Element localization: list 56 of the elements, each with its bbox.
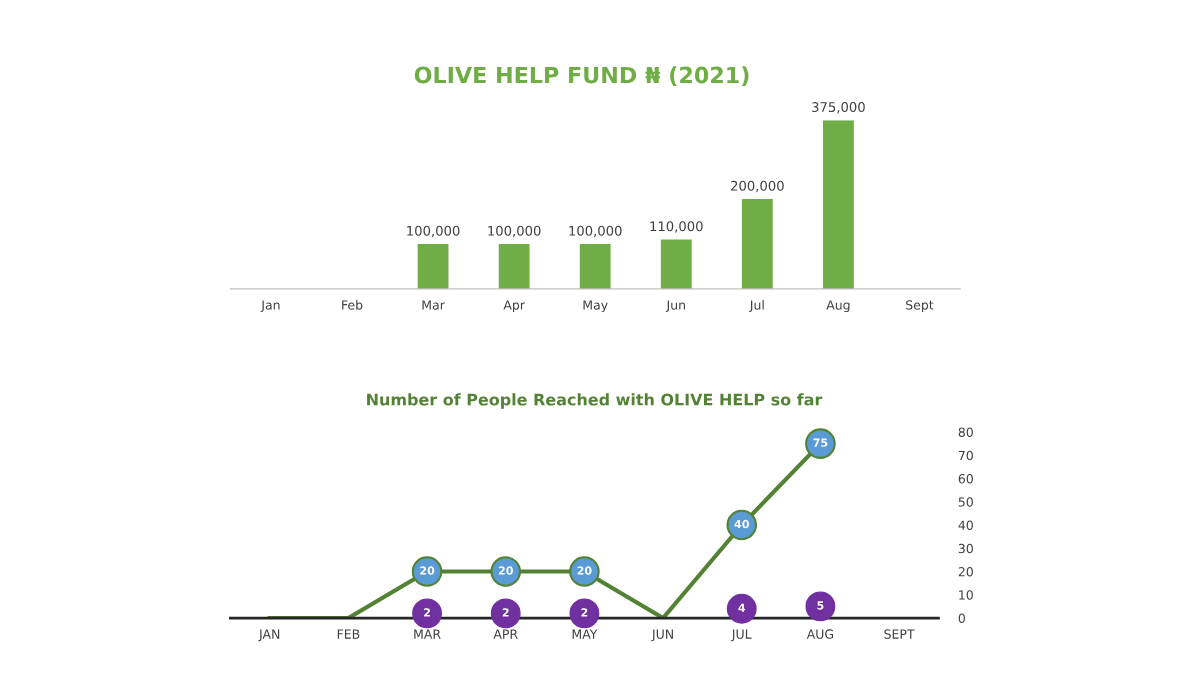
bar bbox=[823, 120, 854, 289]
data-label: 110,000 bbox=[650, 221, 703, 233]
x-tick-label: Jul bbox=[749, 300, 764, 313]
data-label: 5 bbox=[817, 601, 824, 610]
bar bbox=[417, 243, 449, 289]
point bbox=[569, 598, 600, 629]
x-tick-label: May bbox=[583, 300, 608, 313]
data-label: 200,000 bbox=[731, 180, 784, 193]
data-label: 2 bbox=[424, 608, 430, 617]
bar bbox=[660, 239, 692, 289]
data-label: 100,000 bbox=[488, 225, 541, 238]
x-tick-label: MAY bbox=[572, 629, 598, 639]
data-label: 375,000 bbox=[812, 102, 865, 114]
x-tick-label: Aug bbox=[826, 300, 850, 313]
x-tick-label: AUG bbox=[806, 629, 834, 639]
point bbox=[490, 598, 521, 629]
data-label: 40 bbox=[734, 519, 749, 529]
x-tick-label: FEB bbox=[337, 629, 360, 639]
x-tick-label: Sept bbox=[906, 300, 934, 313]
y-tick-label: 10 bbox=[959, 590, 973, 600]
y-tick-label: 30 bbox=[958, 543, 973, 554]
chart-title: OLIVE HELP FUND ₦ (2021) bbox=[414, 66, 749, 87]
chart-title: Number of People Reached with OLIVE HELP so far bbox=[367, 393, 823, 409]
data-label: 2 bbox=[581, 608, 588, 617]
x-tick-label: Feb bbox=[342, 300, 363, 310]
data-label: 20 bbox=[420, 566, 435, 575]
data-label: 100,000 bbox=[407, 225, 460, 238]
y-tick-label: 20 bbox=[958, 566, 973, 577]
x-tick-label: JUN bbox=[651, 629, 673, 642]
x-tick-label: Jun bbox=[665, 300, 685, 313]
x-tick-label: Apr bbox=[503, 300, 525, 313]
point bbox=[412, 598, 442, 629]
data-label: 20 bbox=[577, 566, 592, 575]
y-tick-label: 0 bbox=[958, 613, 965, 623]
bar bbox=[741, 198, 773, 289]
data-label: 100,000 bbox=[569, 225, 622, 238]
y-tick-label: 70 bbox=[958, 450, 973, 461]
y-tick-label: 40 bbox=[958, 520, 973, 530]
data-label: 2 bbox=[502, 608, 509, 617]
bar bbox=[498, 243, 530, 289]
bar bbox=[579, 243, 611, 289]
point bbox=[726, 593, 757, 624]
data-label: 4 bbox=[738, 603, 746, 612]
x-tick-label: Jan bbox=[260, 300, 280, 313]
y-tick-label: 60 bbox=[958, 473, 973, 484]
data-label: 20 bbox=[498, 566, 513, 575]
x-tick-label: Mar bbox=[422, 300, 445, 310]
point bbox=[805, 591, 836, 622]
x-tick-label: SEPT bbox=[884, 629, 915, 639]
x-tick-label: APR bbox=[493, 629, 518, 639]
y-tick-label: 80 bbox=[958, 427, 973, 437]
y-tick-label: 50 bbox=[958, 497, 973, 507]
data-label: 75 bbox=[813, 438, 828, 447]
x-tick-label: JUL bbox=[731, 629, 752, 642]
x-tick-label: MAR bbox=[414, 629, 441, 639]
x-tick-label: JAN bbox=[258, 629, 280, 642]
